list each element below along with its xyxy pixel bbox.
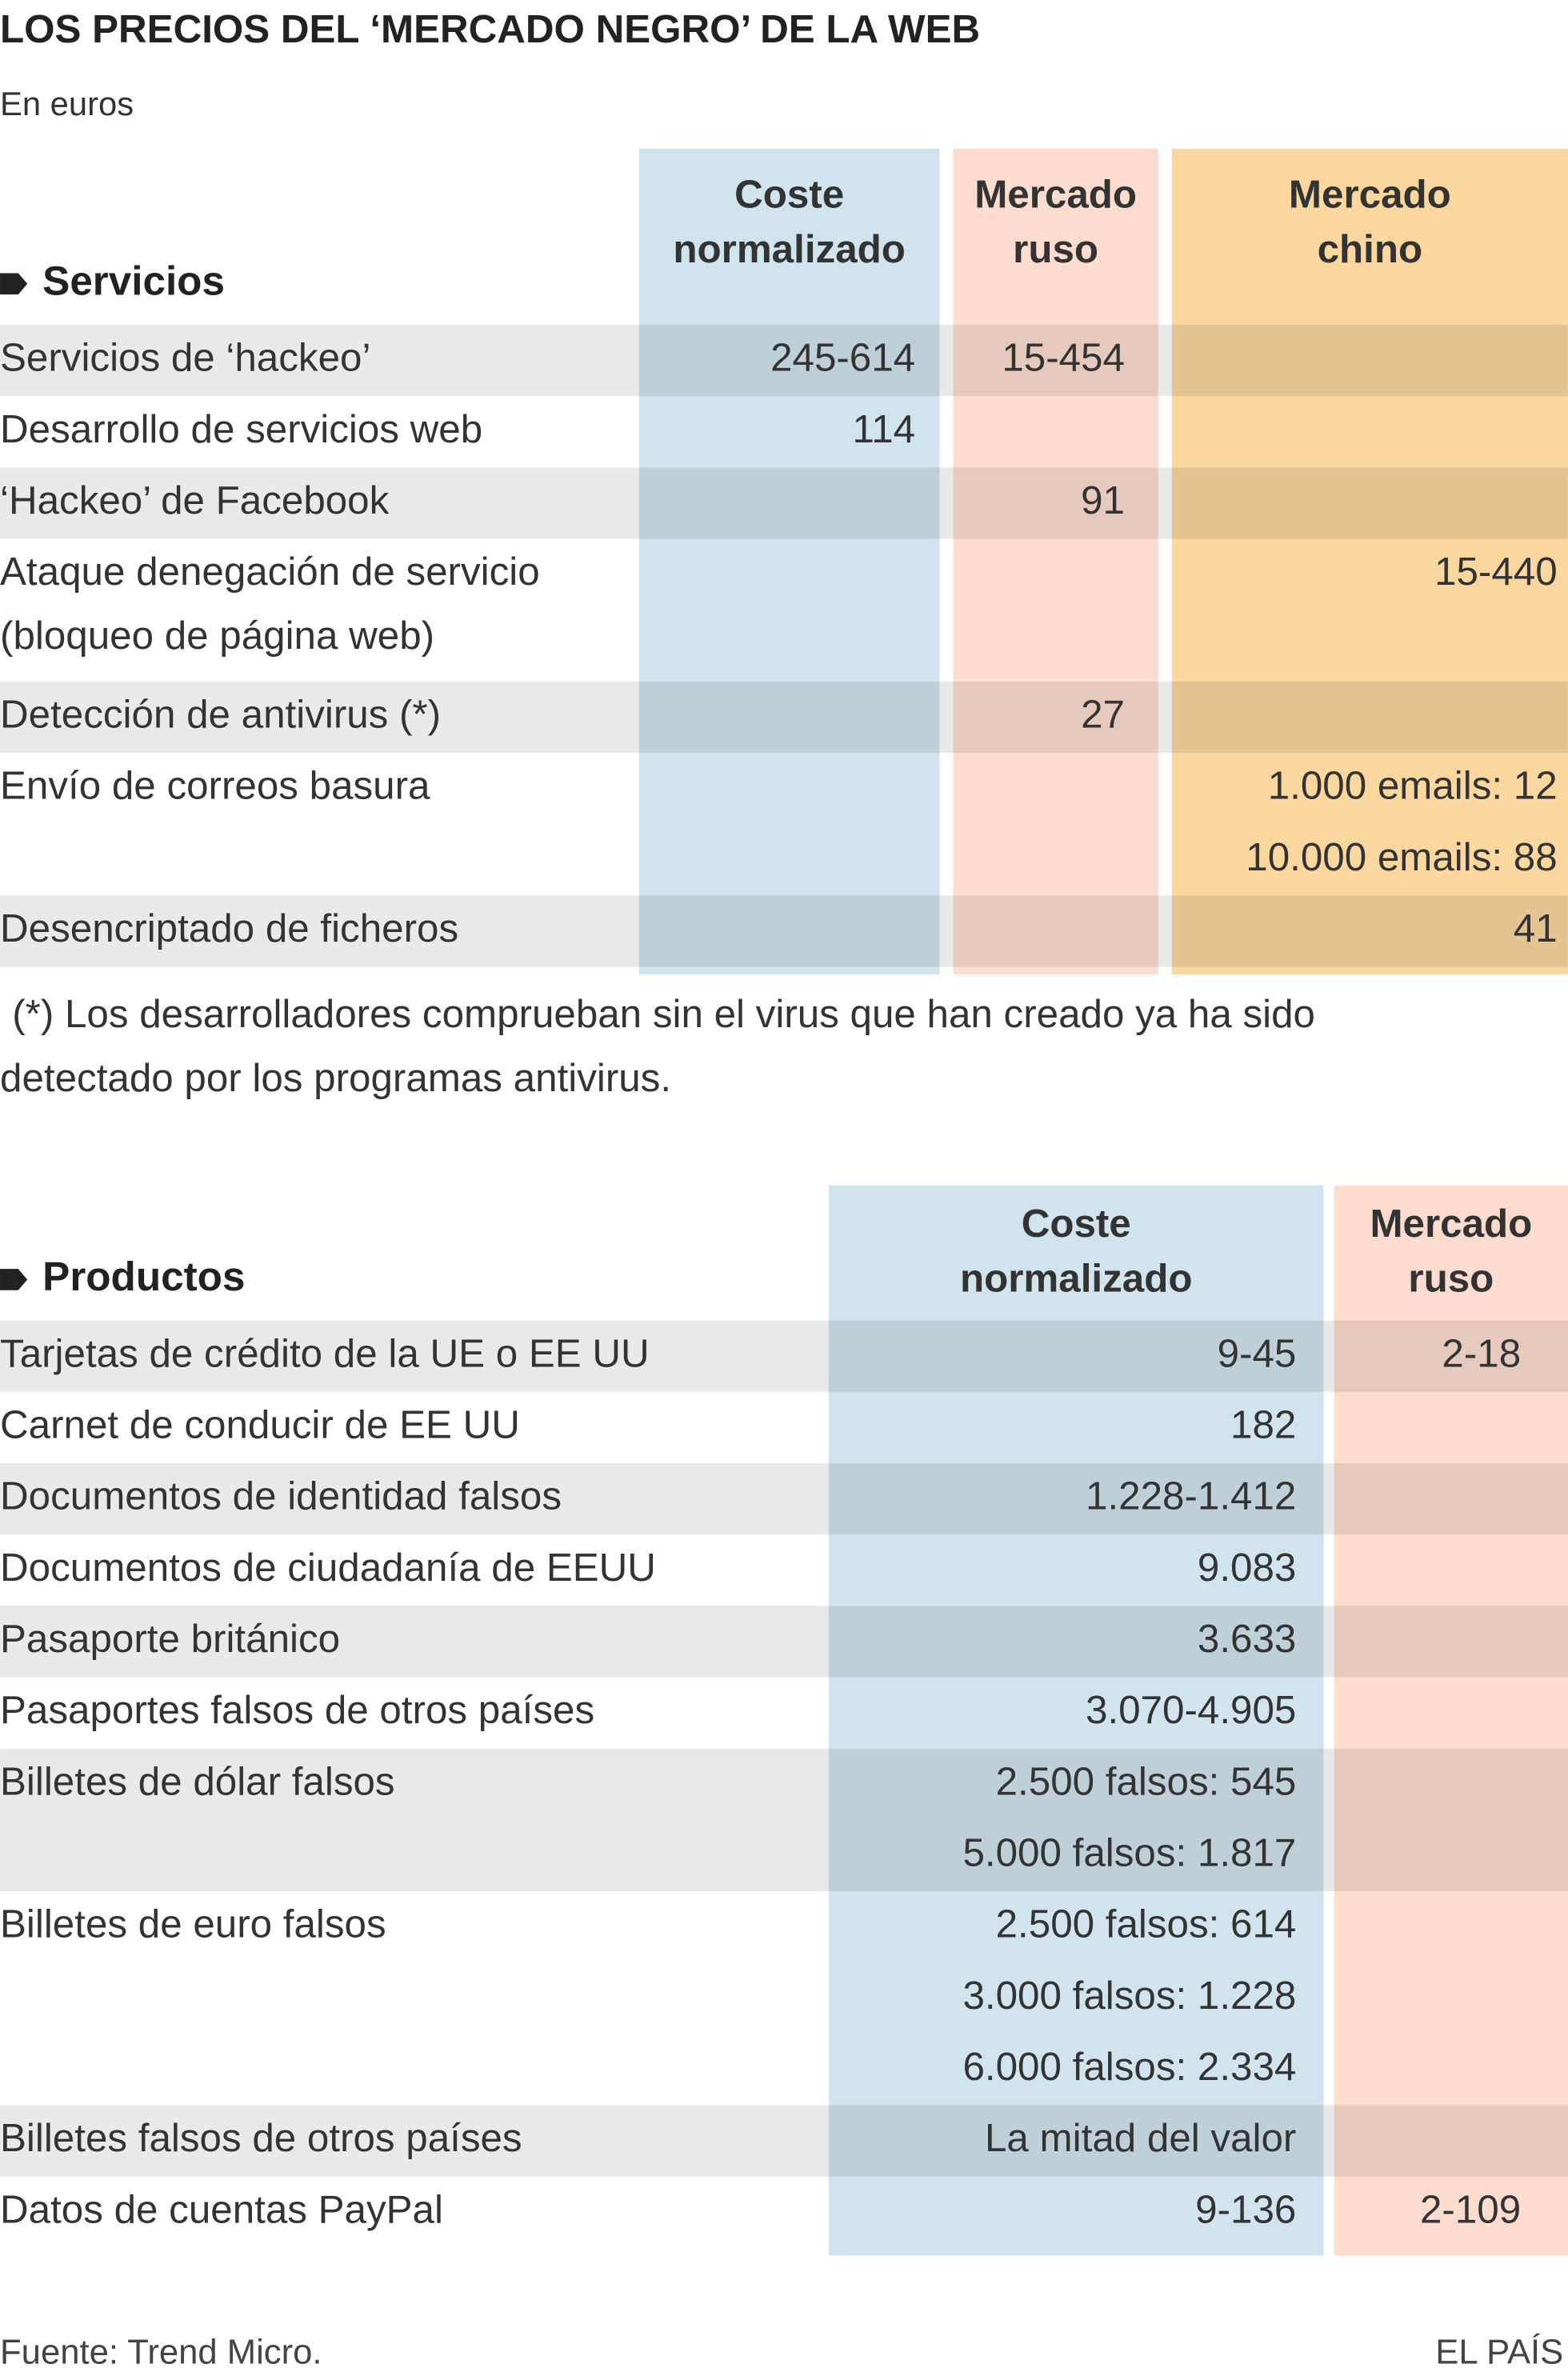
cell-value: 3.633 xyxy=(1198,1617,1296,1661)
row-shade xyxy=(0,325,1568,397)
row-label: Datos de cuentas PayPal xyxy=(0,2187,443,2231)
cell-value: 9.083 xyxy=(1198,1546,1296,1590)
cell-value: 2-18 xyxy=(1442,1331,1521,1375)
row-label: Desencriptado de ficheros xyxy=(0,906,458,950)
cell-value: 2.500 falsos: 545 xyxy=(996,1759,1297,1803)
column-header: ruso xyxy=(1408,1256,1494,1300)
footnote: (*) Los desarrolladores comprueban sin e… xyxy=(12,992,1315,1036)
row-label: Documentos de identidad falsos xyxy=(0,1474,562,1518)
row-shade xyxy=(0,1320,1568,1392)
row-label: Billetes falsos de otros países xyxy=(0,2116,522,2160)
section-label: Productos xyxy=(42,1254,245,1299)
row-label: Pasaportes falsos de otros países xyxy=(0,1688,594,1732)
cell-value: 91 xyxy=(1081,478,1125,522)
column-header: Mercado xyxy=(1370,1202,1532,1246)
column-header: Coste xyxy=(1022,1202,1131,1246)
row-label: Servicios de ‘hackeo’ xyxy=(0,336,370,380)
row-label: Envío de correos basura xyxy=(0,764,430,808)
cell-value: 27 xyxy=(1081,693,1125,737)
row-shade xyxy=(0,1748,1568,1892)
column-background xyxy=(828,1185,1324,2256)
cell-value: 9-136 xyxy=(1195,2187,1296,2231)
column-header: Coste xyxy=(734,173,844,217)
row-shade xyxy=(0,2105,1568,2177)
row-shade xyxy=(0,1606,1568,1678)
section-label: Servicios xyxy=(42,258,225,303)
credit: EL PAÍS xyxy=(1435,2332,1563,2371)
column-header: Mercado xyxy=(974,173,1137,217)
cell-value: 10.000 emails: 88 xyxy=(1246,835,1557,879)
column-background xyxy=(1171,148,1568,975)
footnote: detectado por los programas antivirus. xyxy=(0,1056,671,1100)
row-shade xyxy=(0,681,1568,754)
cell-value: 182 xyxy=(1230,1402,1296,1446)
cell-value: 15-440 xyxy=(1434,550,1558,594)
cell-value: La mitad del valor xyxy=(985,2116,1296,2160)
row-label: Billetes de dólar falsos xyxy=(0,1759,395,1803)
cell-value: 15-454 xyxy=(1002,336,1125,380)
cell-value: 1.000 emails: 12 xyxy=(1268,764,1558,808)
cell-value: 9-45 xyxy=(1218,1331,1297,1375)
row-label: (bloqueo de página web) xyxy=(0,614,434,658)
row-label: Desarrollo de servicios web xyxy=(0,407,482,451)
row-shade xyxy=(0,895,1568,967)
subtitle: En euros xyxy=(0,85,134,122)
row-label: Tarjetas de crédito de la UE o EE UU xyxy=(0,1331,650,1375)
column-background xyxy=(953,148,1158,975)
row-shade xyxy=(0,1463,1568,1535)
section-bullet xyxy=(0,1269,28,1290)
row-label: ‘Hackeo’ de Facebook xyxy=(0,478,390,522)
row-label: Billetes de euro falsos xyxy=(0,1902,386,1946)
row-label: Ataque denegación de servicio xyxy=(0,550,540,594)
row-label: Pasaporte británico xyxy=(0,1617,340,1661)
cell-value: 6.000 falsos: 2.334 xyxy=(962,2045,1296,2089)
title: LOS PRECIOS DEL ‘MERCADO NEGRO’ DE LA WE… xyxy=(0,7,980,51)
column-background xyxy=(638,148,940,975)
row-label: Documentos de ciudadanía de EEUU xyxy=(0,1546,656,1590)
row-label: Carnet de conducir de EE UU xyxy=(0,1402,520,1446)
cell-value: 2-109 xyxy=(1420,2187,1521,2231)
row-label: Detección de antivirus (*) xyxy=(0,693,441,737)
column-header: chino xyxy=(1318,227,1423,271)
column-header: ruso xyxy=(1013,227,1098,271)
cell-value: 114 xyxy=(852,407,915,451)
column-header: normalizado xyxy=(960,1256,1193,1300)
column-header: normalizado xyxy=(673,227,906,271)
section-bullet xyxy=(0,273,28,295)
cell-value: 1.228-1.412 xyxy=(1086,1474,1296,1518)
column-header: Mercado xyxy=(1289,173,1451,217)
column-background xyxy=(1334,1185,1568,2256)
cell-value: 5.000 falsos: 1.817 xyxy=(962,1831,1296,1875)
cell-value: 2.500 falsos: 614 xyxy=(996,1902,1297,1946)
row-shade xyxy=(0,467,1568,539)
cell-value: 3.000 falsos: 1.228 xyxy=(962,1974,1296,2018)
cell-value: 3.070-4.905 xyxy=(1086,1688,1296,1732)
cell-value: 245-614 xyxy=(770,336,915,380)
cell-value: 41 xyxy=(1514,906,1558,950)
source: Fuente: Trend Micro. xyxy=(0,2333,322,2371)
